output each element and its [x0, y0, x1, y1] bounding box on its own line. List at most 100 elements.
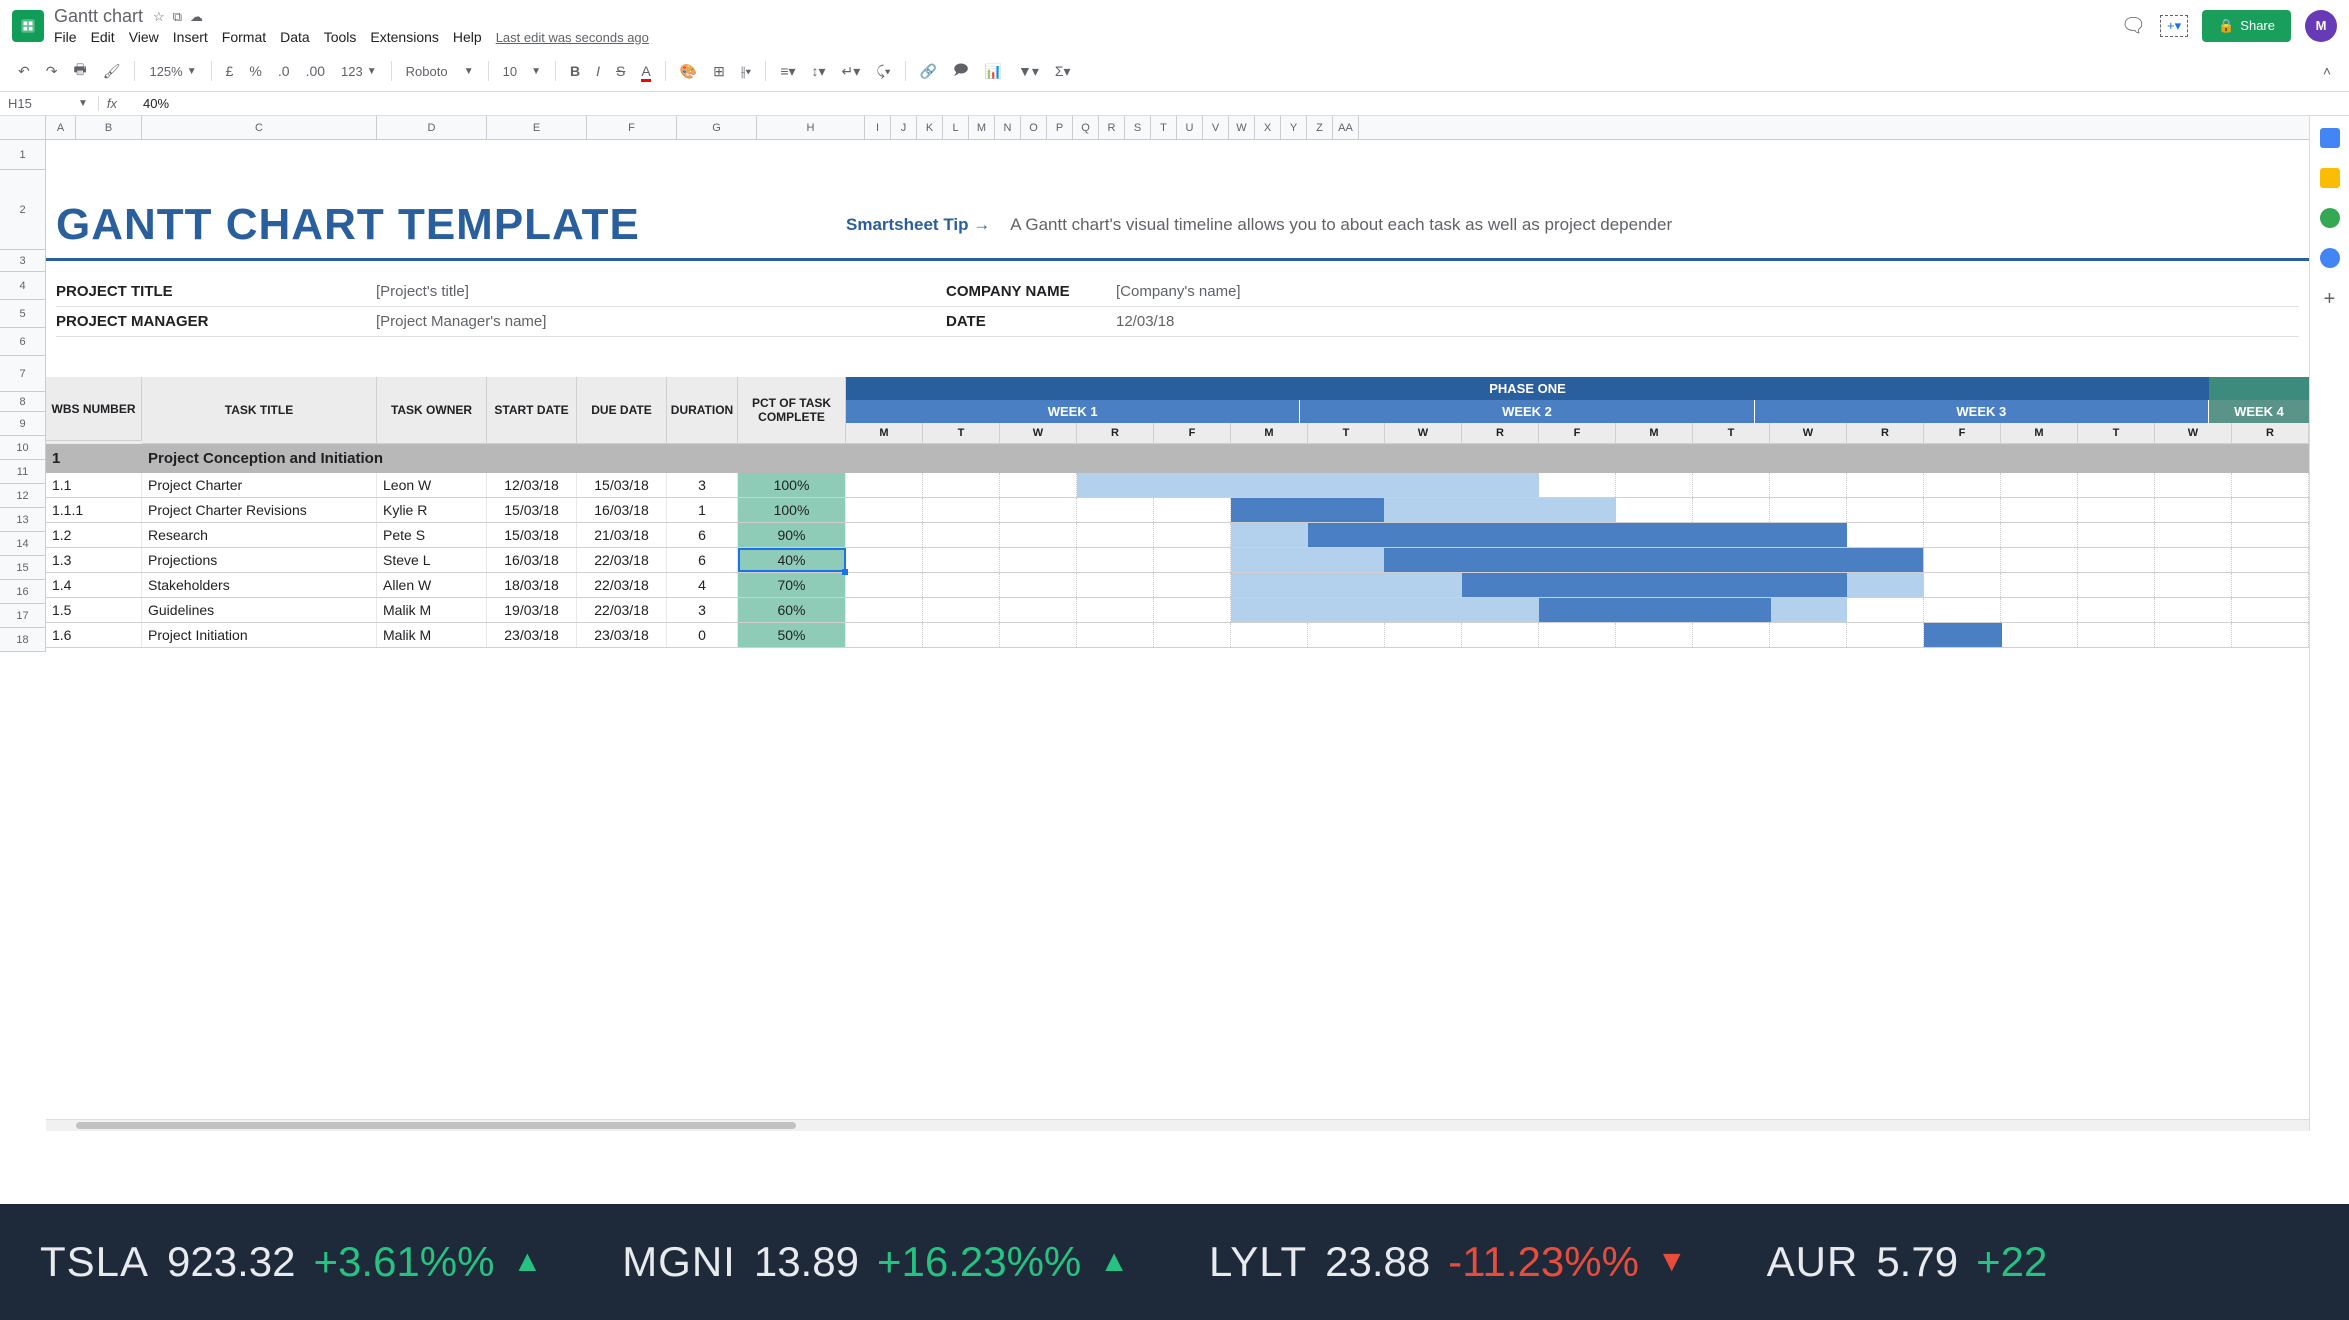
row-header-7[interactable]: 7 — [0, 356, 45, 392]
calendar-addon-icon[interactable] — [2320, 128, 2340, 148]
cell-dur[interactable]: 1 — [667, 498, 738, 522]
cell-owner[interactable]: Malik M — [377, 623, 487, 647]
column-header-S[interactable]: S — [1125, 116, 1151, 139]
font-size-select[interactable]: 10▼ — [497, 62, 547, 81]
formula-input[interactable]: 40% — [135, 96, 169, 111]
move-icon[interactable]: ⧉ — [173, 9, 182, 25]
cloud-icon[interactable]: ☁ — [190, 9, 203, 25]
cell-start[interactable]: 16/03/18 — [487, 548, 577, 572]
cell-task[interactable]: Project Charter — [142, 473, 377, 497]
italic-button[interactable]: I — [590, 59, 606, 83]
cell-wbs[interactable]: 1.1 — [46, 473, 142, 497]
cell-pct[interactable]: 70% — [738, 573, 846, 597]
cell-wbs[interactable]: 1.4 — [46, 573, 142, 597]
row-header-13[interactable]: 13 — [0, 508, 45, 532]
column-header-A[interactable]: A — [46, 116, 76, 139]
cell-dur[interactable]: 0 — [667, 623, 738, 647]
bold-button[interactable]: B — [564, 59, 586, 83]
column-header-I[interactable]: I — [865, 116, 891, 139]
column-header-D[interactable]: D — [377, 116, 487, 139]
column-header-K[interactable]: K — [917, 116, 943, 139]
column-header-N[interactable]: N — [995, 116, 1021, 139]
paint-format-button[interactable]: 🖌 — [97, 59, 127, 84]
table-row[interactable]: 1.1Project CharterLeon W12/03/1815/03/18… — [46, 473, 2309, 498]
borders-button[interactable]: ⊞ — [707, 59, 731, 84]
column-header-F[interactable]: F — [587, 116, 677, 139]
comment-history-icon[interactable]: 🗨 — [2121, 13, 2146, 38]
redo-button[interactable]: ↷ — [40, 59, 64, 84]
currency-button[interactable]: £ — [220, 59, 240, 83]
cell-task[interactable]: Projections — [142, 548, 377, 572]
cell-wbs[interactable]: 1.1.1 — [46, 498, 142, 522]
tasks-addon-icon[interactable] — [2320, 208, 2340, 228]
cell-start[interactable]: 15/03/18 — [487, 498, 577, 522]
column-header-H[interactable]: H — [757, 116, 865, 139]
star-icon[interactable]: ☆ — [153, 9, 165, 25]
cell-wbs[interactable]: 1.3 — [46, 548, 142, 572]
row-header-14[interactable]: 14 — [0, 532, 45, 556]
column-header-Z[interactable]: Z — [1307, 116, 1333, 139]
cell-task[interactable]: Research — [142, 523, 377, 547]
contacts-addon-icon[interactable] — [2320, 248, 2340, 268]
cell-task[interactable]: Project Charter Revisions — [142, 498, 377, 522]
column-header-Q[interactable]: Q — [1073, 116, 1099, 139]
link-button[interactable]: 🔗 — [914, 59, 943, 84]
cell-dur[interactable]: 6 — [667, 548, 738, 572]
cell-task[interactable]: Guidelines — [142, 598, 377, 622]
menu-view[interactable]: View — [129, 29, 159, 45]
increase-decimal-button[interactable]: .00 — [300, 59, 331, 83]
company-name-value[interactable]: [Company's name] — [1116, 283, 1241, 300]
decrease-decimal-button[interactable]: .0 — [272, 59, 296, 83]
table-row[interactable]: 1.3ProjectionsSteve L16/03/1822/03/18640… — [46, 548, 2309, 573]
font-select[interactable]: Roboto▼ — [400, 62, 480, 81]
column-header-T[interactable]: T — [1151, 116, 1177, 139]
cell-dur[interactable]: 3 — [667, 598, 738, 622]
fill-color-button[interactable]: 🎨 — [674, 59, 703, 84]
table-row[interactable]: 1.1.1Project Charter RevisionsKylie R15/… — [46, 498, 2309, 523]
cell-pct[interactable]: 90% — [738, 523, 846, 547]
menu-insert[interactable]: Insert — [173, 29, 208, 45]
column-header-J[interactable]: J — [891, 116, 917, 139]
menu-file[interactable]: File — [54, 29, 77, 45]
filter-button[interactable]: ▼▾ — [1012, 59, 1045, 84]
strikethrough-button[interactable]: S — [610, 59, 631, 83]
table-row[interactable]: 1.6Project InitiationMalik M23/03/1823/0… — [46, 623, 2309, 648]
menu-tools[interactable]: Tools — [324, 29, 357, 45]
cell-due[interactable]: 16/03/18 — [577, 498, 667, 522]
cell-pct[interactable]: 100% — [738, 473, 846, 497]
undo-button[interactable]: ↶ — [12, 59, 36, 84]
rotate-button[interactable]: ⤹▾ — [870, 59, 896, 84]
cell-reference[interactable]: H15 — [8, 96, 68, 111]
column-header-E[interactable]: E — [487, 116, 587, 139]
row-header-9[interactable]: 9 — [0, 412, 45, 436]
row-header-12[interactable]: 12 — [0, 484, 45, 508]
comment-button[interactable]: 🗩 — [947, 55, 975, 87]
cell-due[interactable]: 15/03/18 — [577, 473, 667, 497]
column-header-U[interactable]: U — [1177, 116, 1203, 139]
cell-due[interactable]: 22/03/18 — [577, 573, 667, 597]
cell-dur[interactable]: 3 — [667, 473, 738, 497]
print-button[interactable]: 🖶 — [67, 55, 92, 87]
cell-task[interactable]: Stakeholders — [142, 573, 377, 597]
row-header-3[interactable]: 3 — [0, 250, 45, 272]
cell-due[interactable]: 22/03/18 — [577, 548, 667, 572]
cell-pct[interactable]: 40% — [738, 548, 846, 572]
menu-help[interactable]: Help — [453, 29, 482, 45]
cell-pct[interactable]: 60% — [738, 598, 846, 622]
spreadsheet-grid[interactable]: ABCDEFGHIJKLMNOPQRSTUVWXYZAA 12345678910… — [0, 116, 2309, 1131]
row-header-8[interactable]: 8 — [0, 392, 45, 412]
horizontal-scrollbar[interactable] — [46, 1119, 2309, 1131]
cell-due[interactable]: 22/03/18 — [577, 598, 667, 622]
cell-start[interactable]: 18/03/18 — [487, 573, 577, 597]
cell-due[interactable]: 23/03/18 — [577, 623, 667, 647]
row-header-17[interactable]: 17 — [0, 604, 45, 628]
row-header-2[interactable]: 2 — [0, 170, 45, 250]
cell-wbs[interactable]: 1.5 — [46, 598, 142, 622]
column-header-B[interactable]: B — [76, 116, 142, 139]
column-header-G[interactable]: G — [677, 116, 757, 139]
cell-wbs[interactable]: 1.2 — [46, 523, 142, 547]
column-header-Y[interactable]: Y — [1281, 116, 1307, 139]
menu-format[interactable]: Format — [222, 29, 266, 45]
row-header-10[interactable]: 10 — [0, 436, 45, 460]
column-header-P[interactable]: P — [1047, 116, 1073, 139]
